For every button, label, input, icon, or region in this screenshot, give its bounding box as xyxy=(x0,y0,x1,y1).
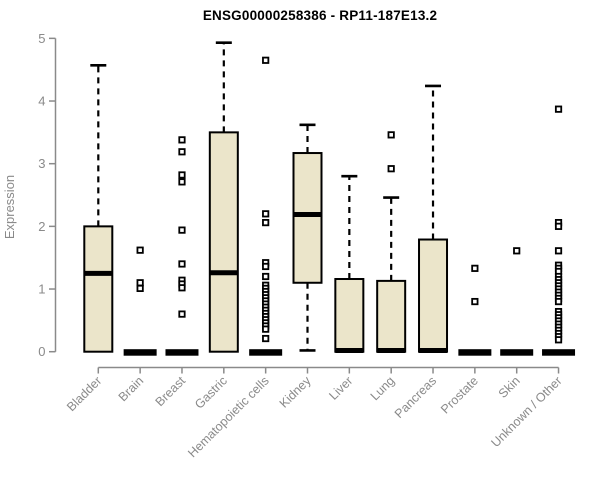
x-tick-label: Prostate xyxy=(438,374,481,417)
outlier-point xyxy=(178,148,186,156)
outlier-point xyxy=(554,297,563,306)
outlier-point xyxy=(387,131,395,139)
chart-title: ENSG00000258386 - RP11-187E13.2 xyxy=(202,8,438,23)
outlier-point xyxy=(554,222,563,230)
box-iqr xyxy=(334,278,365,353)
x-tick-label: Bladder xyxy=(64,374,104,414)
outlier-point xyxy=(513,247,521,255)
y-tick-label: 3 xyxy=(38,156,45,171)
box-collapsed-zero xyxy=(542,349,576,356)
x-tick-label: Gastric xyxy=(192,374,230,412)
outlier-point xyxy=(387,165,395,173)
outlier-point xyxy=(262,272,270,281)
outlier-point xyxy=(178,284,186,292)
outlier-point xyxy=(471,297,479,306)
x-tick-label: Breast xyxy=(153,373,189,409)
outlier-point xyxy=(262,334,270,343)
x-tick-label: Brain xyxy=(116,374,147,405)
outlier-point xyxy=(554,247,563,255)
outlier-point xyxy=(554,105,563,113)
x-tick-label: Pancreas xyxy=(392,374,439,421)
outlier-point xyxy=(471,264,479,272)
outlier-point xyxy=(262,325,270,333)
x-tick-label: Hematopoietic cells xyxy=(185,374,272,461)
outlier-point xyxy=(178,171,186,179)
y-tick-label: 2 xyxy=(38,219,45,234)
box-iqr xyxy=(418,238,449,353)
y-axis-label: Expression xyxy=(2,175,17,239)
box-collapsed-zero xyxy=(249,349,283,356)
box-iqr xyxy=(83,225,114,353)
box-collapsed-zero xyxy=(165,349,199,356)
y-tick-label: 0 xyxy=(38,344,45,359)
box-collapsed-zero xyxy=(123,349,157,356)
x-tick-label: Liver xyxy=(326,374,355,403)
box-collapsed-zero xyxy=(458,349,492,356)
box-iqr xyxy=(376,279,407,353)
outlier-point xyxy=(554,336,563,344)
y-tick-label: 1 xyxy=(38,282,45,297)
outlier-point xyxy=(136,279,144,287)
outlier-point xyxy=(262,56,270,64)
outlier-point xyxy=(262,262,270,271)
outlier-point xyxy=(262,210,270,218)
outlier-point xyxy=(178,178,186,186)
x-tick-label: Skin xyxy=(496,374,523,401)
outlier-point xyxy=(178,226,186,234)
outlier-point xyxy=(178,260,186,268)
x-tick-label: Unknown / Other xyxy=(488,374,564,450)
outlier-point xyxy=(178,310,186,318)
outlier-point xyxy=(262,218,270,227)
outlier-point xyxy=(136,284,144,293)
box-collapsed-zero xyxy=(500,349,534,356)
box-iqr xyxy=(292,152,323,284)
x-tick-label: Kidney xyxy=(277,373,314,410)
outlier-point xyxy=(178,136,186,144)
y-tick-label: 5 xyxy=(38,31,45,46)
y-tick-label: 4 xyxy=(38,94,45,109)
outlier-point xyxy=(136,246,144,254)
box-iqr xyxy=(208,131,239,353)
x-tick-label: Lung xyxy=(368,374,398,404)
